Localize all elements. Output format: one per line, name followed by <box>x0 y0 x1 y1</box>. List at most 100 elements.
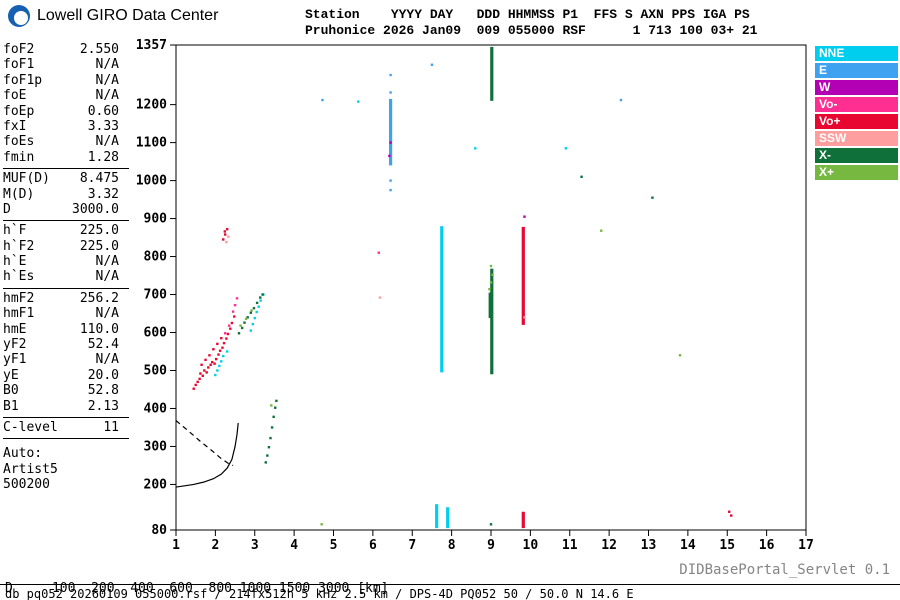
echo-point <box>523 215 526 218</box>
echo-point <box>249 311 253 314</box>
parameter-group: MUF(D) 8.475 M(D) 3.32 D 3000.0 <box>3 169 129 222</box>
parameter-value: 225.0 <box>79 223 119 239</box>
echo-point <box>223 230 227 233</box>
echo-point <box>274 406 277 409</box>
echo-point <box>225 228 229 231</box>
echo-point <box>252 306 256 310</box>
parameter-value: 3.32 <box>87 186 119 202</box>
echo-point <box>216 369 219 372</box>
station-values-line: Pruhonice 2026 Jan09 009 055000 RSF 1 71… <box>305 23 758 38</box>
echo-point <box>199 372 202 375</box>
echo-point <box>201 374 204 378</box>
parameter-row-foF1: foF1 N/A <box>3 57 129 72</box>
y-tick-label: 800 <box>144 250 168 265</box>
echo-point <box>269 436 272 440</box>
echo-point <box>388 154 391 158</box>
parameter-value: N/A <box>95 254 119 270</box>
legend: NNE E W Vo- Vo+ SSW X- X+ <box>815 46 898 182</box>
parameter-row-fmin: fmin 1.28 <box>3 150 129 165</box>
y-tick-label: 700 <box>144 288 168 303</box>
echo-point <box>213 362 216 365</box>
auto-scaler-block: Auto: Artist5 500200 <box>3 446 129 493</box>
echo-point <box>267 446 271 449</box>
parameter-row-h`Es: h`Es N/A <box>3 269 129 284</box>
x-tick-label: 6 <box>369 538 377 553</box>
x-tick-label: 17 <box>798 538 814 553</box>
parameter-value: 52.4 <box>87 337 119 353</box>
echo-point <box>729 514 733 517</box>
parameter-value: 110.0 <box>79 321 119 337</box>
echo-point <box>259 299 262 302</box>
echo-point <box>220 360 223 363</box>
parameter-row-h`F2: h`F2 225.0 <box>3 239 129 254</box>
echo-point <box>203 369 206 372</box>
y-tick-label: 1357 <box>136 38 167 53</box>
echo-point <box>272 415 275 419</box>
echo-point <box>230 321 234 325</box>
series-X+ <box>239 229 682 526</box>
echo-point <box>261 293 264 296</box>
echo-point <box>222 238 225 241</box>
profile-trace <box>175 420 239 488</box>
y-tick-label: 900 <box>144 212 168 227</box>
parameter-value: 256.2 <box>79 290 119 306</box>
echo-point <box>489 523 493 526</box>
echo-point <box>357 100 360 103</box>
parameter-row-foEp: foEp 0.60 <box>3 104 129 119</box>
y-tick-label: 1100 <box>136 136 167 151</box>
echo-point <box>600 229 603 232</box>
parameter-value: 1.28 <box>87 149 119 165</box>
x-tick-label: 11 <box>562 538 578 553</box>
echo-point <box>266 454 269 457</box>
parameter-row-yF1: yF1 N/A <box>3 352 129 367</box>
echo-point <box>257 305 260 308</box>
parameter-row-D: D 3000.0 <box>3 202 129 217</box>
echo-point <box>233 303 237 307</box>
legend-item-NNE: NNE <box>815 46 898 61</box>
parameter-label: foF2 <box>3 42 35 57</box>
parameter-label: hmF2 <box>3 290 35 306</box>
echo-point <box>474 147 477 150</box>
parameter-value: 52.8 <box>87 383 119 399</box>
echo-point <box>237 332 241 335</box>
parameter-value: N/A <box>95 57 119 73</box>
parameter-label: foE <box>3 88 27 104</box>
parameter-row-fxI: fxI 3.33 <box>3 119 129 134</box>
echo-point <box>214 373 217 377</box>
echo-point <box>389 91 392 94</box>
echo-point <box>320 523 323 526</box>
legend-item-X+: X+ <box>815 165 898 180</box>
parameter-row-B0: B0 52.8 <box>3 383 129 398</box>
parameter-row-hmE: hmE 110.0 <box>3 322 129 337</box>
echo-point <box>270 426 274 429</box>
echo-point <box>211 360 214 364</box>
parameter-value: 20.0 <box>87 367 119 383</box>
parameter-row-MUF(D): MUF(D) 8.475 <box>3 171 129 186</box>
station-info: Station YYYY DAY DDD HHMMSS P1 FFS S AXN… <box>305 7 757 39</box>
servlet-version: DIDBasePortal_Servlet 0.1 <box>679 562 890 578</box>
echo-point <box>227 235 230 238</box>
y-tick-label: 400 <box>144 401 168 416</box>
echo-point <box>205 371 208 374</box>
echo-point <box>212 348 215 351</box>
echo-point <box>240 326 244 330</box>
legend-item-W: W <box>815 80 898 95</box>
echo-point <box>226 332 230 336</box>
parameter-group: foF2 2.550 foF1 N/A foF1p N/A foE N/A foEp 0.60 fx… <box>3 40 129 170</box>
series-SSW <box>225 235 526 319</box>
legend-item-E: E <box>815 63 898 78</box>
echo-point <box>378 296 382 299</box>
y-tick-label: 200 <box>144 477 168 492</box>
echo-point <box>580 175 583 178</box>
echo-point <box>523 316 526 319</box>
x-tick-label: 1 <box>172 538 180 553</box>
parameter-row-yE: yE 20.0 <box>3 368 129 383</box>
y-tick-label: 1000 <box>136 174 167 189</box>
echo-point <box>204 358 207 362</box>
parameter-label: D <box>3 201 11 217</box>
parameter-value: 3.33 <box>87 118 119 134</box>
parameter-label: h`F2 <box>3 238 35 254</box>
parameter-row-foEs: foEs N/A <box>3 134 129 149</box>
parameter-value: N/A <box>95 134 119 150</box>
